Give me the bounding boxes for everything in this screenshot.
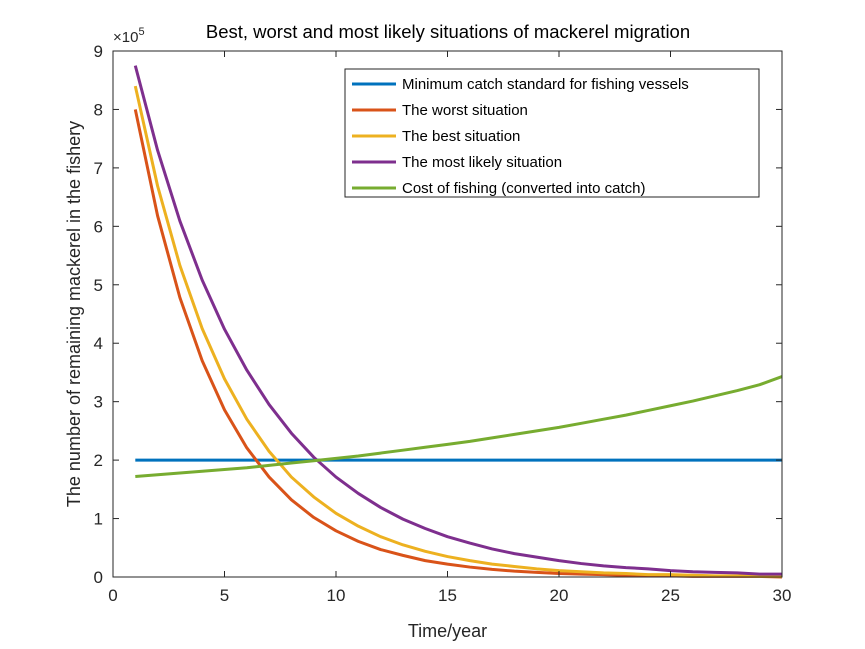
x-tick-label: 30	[773, 586, 792, 605]
y-tick-label: 1	[94, 510, 103, 529]
y-tick-label: 7	[94, 159, 103, 178]
x-tick-label: 20	[550, 586, 569, 605]
legend-label-2: The worst situation	[402, 102, 528, 119]
x-axis-title: Time/year	[408, 621, 487, 641]
x-tick-label: 0	[108, 586, 117, 605]
legend-label-1: Minimum catch standard for fishing vesse…	[402, 76, 689, 93]
y-tick-label: 3	[94, 393, 103, 412]
y-tick-label: 0	[94, 568, 103, 587]
series-line-3	[133, 85, 782, 578]
x-axis: 0 5 10 15 20 25 30	[108, 51, 791, 605]
legend: Minimum catch standard for fishing vesse…	[344, 68, 760, 198]
series-line-4	[133, 65, 782, 576]
x-tick-label: 10	[327, 586, 346, 605]
y-exponent-label: ×105	[113, 26, 145, 46]
x-tick-label: 15	[438, 586, 457, 605]
series-line-5	[135, 375, 783, 478]
y-tick-label: 5	[94, 276, 103, 295]
y-exponent-power: 5	[138, 26, 144, 38]
y-exponent-base: ×10	[113, 29, 138, 46]
legend-box	[344, 68, 760, 198]
chart-title: Best, worst and most likely situations o…	[206, 21, 690, 42]
x-tick-label: 25	[661, 586, 680, 605]
legend-label-3: The best situation	[402, 128, 520, 145]
y-tick-label: 8	[94, 100, 103, 119]
legend-items: Minimum catch standard for fishing vesse…	[352, 76, 689, 197]
legend-label-5: Cost of fishing (converted into catch)	[402, 180, 645, 197]
y-axis-title: The number of remaining mackerel in the …	[64, 121, 84, 507]
y-tick-label: 6	[94, 217, 103, 236]
y-axis: 0 1 2 3 4 5 6 7 8 9	[94, 42, 782, 587]
series-layer	[133, 65, 783, 579]
x-tick-label: 5	[220, 586, 229, 605]
y-tick-label: 9	[94, 42, 103, 61]
y-tick-label: 4	[94, 334, 103, 353]
legend-label-4: The most likely situation	[402, 154, 562, 171]
y-tick-label: 2	[94, 451, 103, 470]
